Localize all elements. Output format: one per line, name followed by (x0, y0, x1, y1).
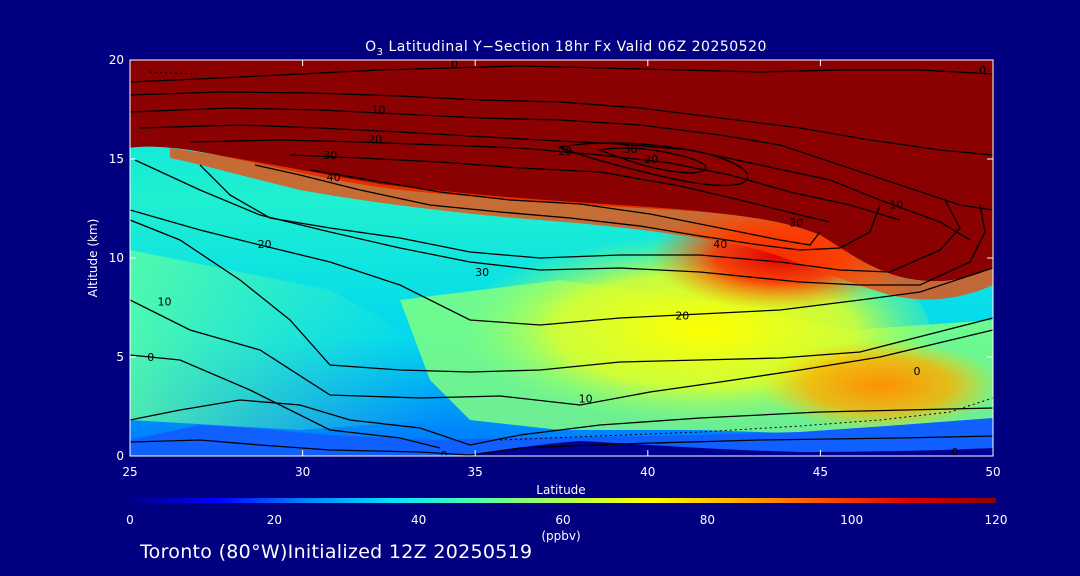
colorbar-ticks: 0 20 40 60 80 100 120 (126, 513, 1007, 527)
contour-label: 0 (441, 449, 448, 462)
colorbar-tick-label: 80 (700, 513, 715, 527)
contour-label: 30 (475, 266, 489, 279)
colorbar-tick-label: 20 (267, 513, 282, 527)
contour-label: 10 (372, 104, 386, 117)
colorbar-tick-label: 60 (555, 513, 570, 527)
contour-label: 10 (889, 199, 903, 212)
title-ozone-symbol: O (365, 39, 377, 55)
top-dotted-contour (149, 71, 201, 75)
colorbar-tick-label: 0 (126, 513, 134, 527)
contour-label: 0 (952, 446, 959, 459)
contour-label: 0 (914, 365, 921, 378)
y-tick-label: 5 (116, 350, 124, 364)
colorbar-tick-label: 40 (411, 513, 426, 527)
x-tick-label: 25 (122, 465, 137, 479)
colorbar-tick-label: 100 (840, 513, 863, 527)
x-tick-label: 30 (295, 465, 310, 479)
x-tick-label: 50 (985, 465, 1000, 479)
contour-label: 40 (713, 238, 727, 251)
x-axis-label: Latitude (536, 483, 585, 497)
y-tick-label: 10 (109, 251, 124, 265)
y-tick-label: 0 (116, 449, 124, 463)
contour-label: 0 (979, 64, 986, 77)
contour-label: 0 (451, 58, 458, 71)
contour-label: 20 (675, 309, 689, 322)
contour-label: 20 (644, 153, 658, 166)
contour-label: 30 (789, 216, 803, 229)
contour-label: 20 (258, 238, 272, 251)
contour-label: 40 (327, 171, 341, 184)
contour-label: 10 (579, 393, 593, 406)
contour-label: 20 (558, 145, 572, 158)
title-ozone-subscript: 3 (377, 47, 384, 58)
y-tick-label: 15 (109, 152, 124, 166)
colorbar-units: (ppbv) (541, 529, 580, 543)
colorbar (130, 498, 996, 503)
footer-caption: Toronto (80°W)Initialized 12Z 20250519 (140, 541, 533, 563)
x-tick-label: 45 (813, 465, 828, 479)
orange-region (760, 340, 993, 430)
title-text: Latitudinal Y−Section 18hr Fx Valid 06Z … (384, 39, 767, 55)
x-tick-label: 35 (468, 465, 483, 479)
colorbar-tick-label: 120 (985, 513, 1008, 527)
surface-dotted-contour (499, 397, 993, 441)
y-tick-label: 20 (109, 53, 124, 67)
x-axis: 25 30 35 40 45 50 (122, 60, 1001, 479)
x-tick-label: 40 (640, 465, 655, 479)
stratosphere-edge (170, 148, 993, 300)
chart-title: O3 Latitudinal Y−Section 18hr Fx Valid 0… (365, 39, 767, 58)
contour-label: 10 (158, 296, 172, 309)
contour-lines (130, 65, 993, 456)
plot-area: 0 0 10 20 40 30 20 10 0 30 20 20 30 20 40 30 10 0 0 10 0 (130, 58, 993, 462)
contour-label: 0 (147, 351, 154, 364)
contour-label-layer: 0 0 10 20 40 30 20 10 0 30 20 20 30 20 40 30 10 0 0 10 0 (147, 58, 986, 462)
contour-label: 20 (368, 133, 382, 146)
contour-label: 30 (323, 149, 337, 162)
y-axis: 0 5 10 15 20 (109, 53, 993, 463)
y-axis-label: Altitude (km) (86, 219, 100, 298)
surface-blue-layer (130, 418, 993, 456)
contour-label: 30 (624, 143, 638, 156)
green-field-left (130, 250, 440, 430)
